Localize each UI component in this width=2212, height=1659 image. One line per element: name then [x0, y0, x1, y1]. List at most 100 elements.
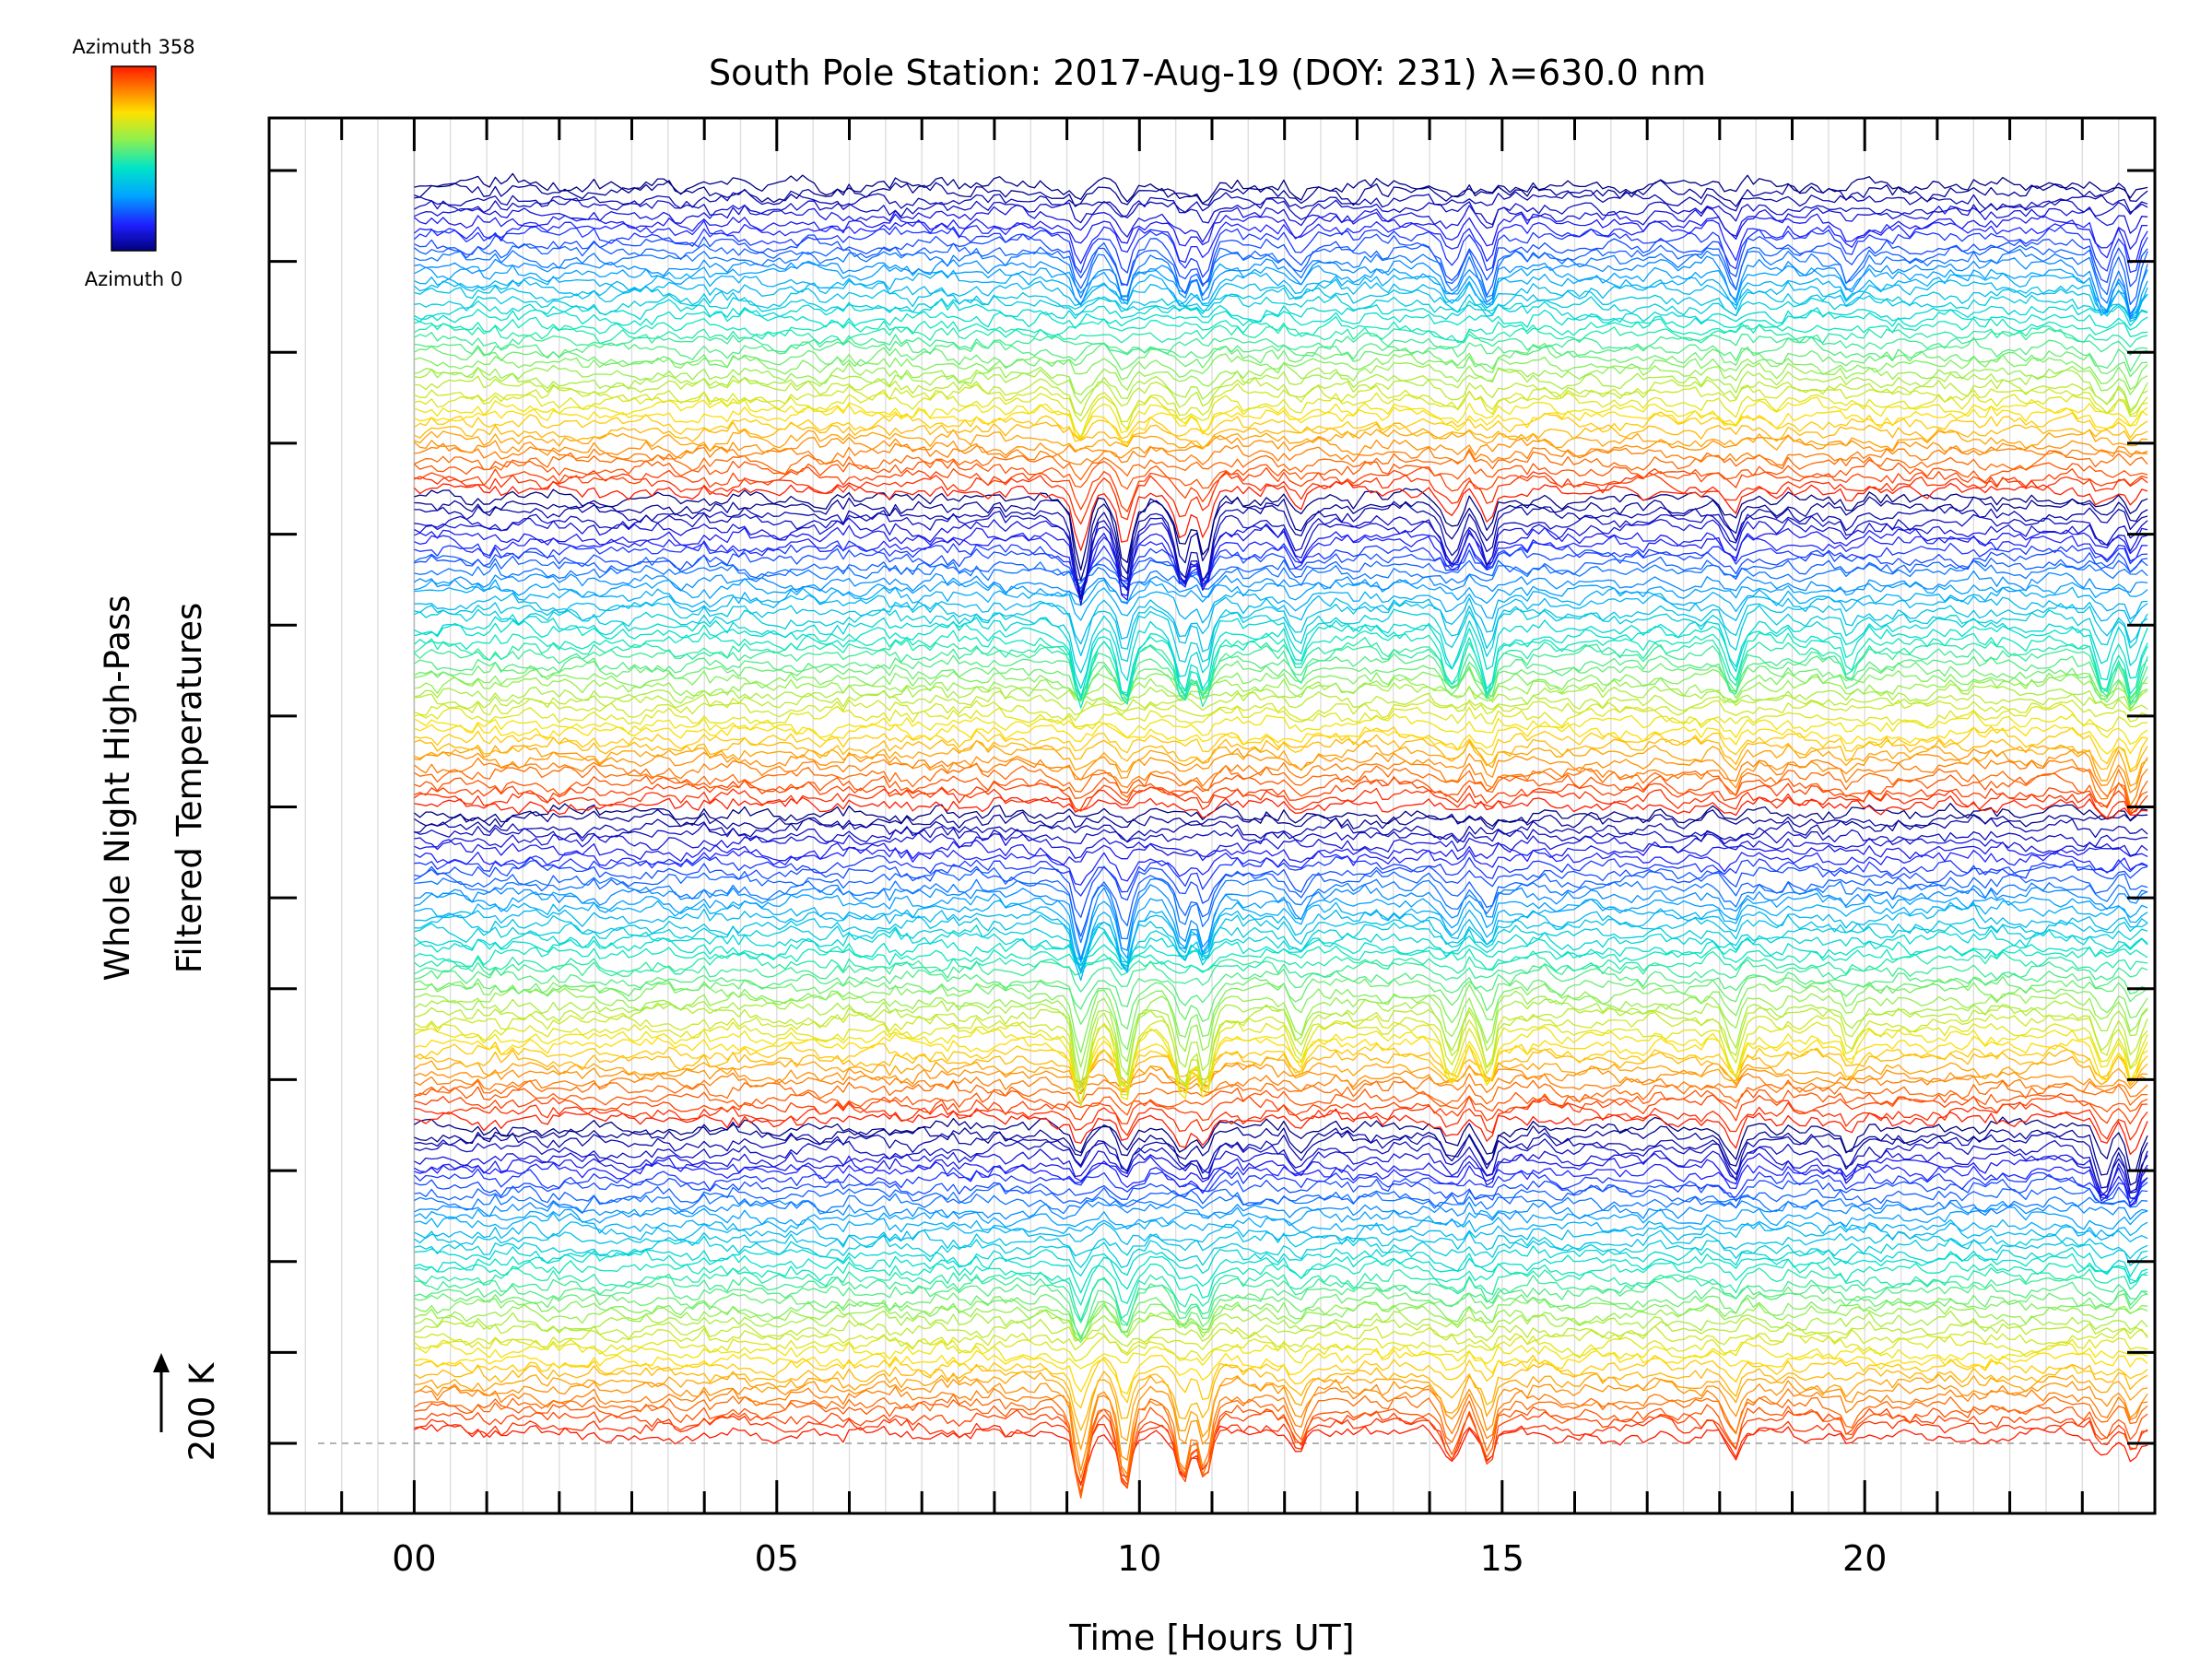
reference-scale-label: 200 K [182, 1361, 222, 1461]
series-line [414, 1317, 2148, 1347]
series-line [414, 299, 2148, 326]
series-line [414, 269, 2148, 323]
series-line [414, 1121, 2148, 1186]
series-line [414, 241, 2148, 305]
series-line [413, 459, 2148, 490]
series-line [414, 1182, 2148, 1209]
series-line [414, 1055, 2148, 1088]
series-line [414, 1286, 2148, 1338]
series-line [413, 226, 2148, 278]
series-line [414, 1233, 2148, 1268]
series-line [414, 711, 2148, 746]
series-line [414, 831, 2148, 859]
series-line [414, 975, 2148, 1030]
series-line [414, 1199, 2148, 1221]
x-tick-labels: 00 05 10 15 20 [392, 1538, 1887, 1579]
series-lines [413, 172, 2148, 1499]
series-line [414, 1424, 2148, 1485]
series-line [414, 914, 2148, 971]
series-line [413, 629, 2148, 709]
series-line [414, 601, 2148, 657]
series-line [413, 277, 2148, 318]
series-line [414, 577, 2148, 606]
series-line [414, 901, 2148, 982]
series-line [413, 1265, 2148, 1322]
y-axis-label: Whole Night High-Pass Filtered Temperatu… [98, 595, 209, 982]
series-line [414, 1273, 2148, 1325]
series-line [414, 1071, 2148, 1098]
series-line [414, 1041, 2148, 1093]
series-line [414, 986, 2148, 1068]
series-line [414, 1152, 2148, 1206]
series-line [413, 924, 2148, 964]
series-line [414, 1079, 2148, 1107]
series-line [413, 434, 2148, 459]
series-line [414, 1407, 2148, 1494]
series-line [414, 877, 2148, 944]
series-line [414, 488, 2148, 571]
series-line [413, 643, 2148, 700]
series-line [414, 772, 2148, 814]
series-line [414, 500, 2148, 600]
series-line [414, 559, 2148, 590]
series-line [414, 450, 2148, 481]
series-line [414, 867, 2148, 937]
series-line [414, 532, 2148, 601]
series-line [414, 1116, 2148, 1171]
series-line [414, 1296, 2148, 1343]
series-line [414, 1362, 2148, 1431]
series-line [414, 1099, 2148, 1141]
series-line [414, 1394, 2148, 1497]
series-line [414, 698, 2148, 724]
series-line [414, 306, 2148, 331]
series-line [414, 1280, 2148, 1341]
series-line [414, 1160, 2148, 1207]
series-line [414, 1325, 2148, 1356]
series-line [414, 614, 2148, 689]
reference-scale: 200 K [153, 1353, 222, 1461]
series-line [414, 1383, 2148, 1479]
series-line [414, 1249, 2148, 1294]
series-line [414, 233, 2148, 288]
series-line [414, 674, 2148, 702]
series-line [414, 978, 2148, 1053]
series-line [414, 854, 2148, 897]
series-line [414, 442, 2148, 466]
series-line [414, 496, 2148, 582]
series-line [414, 725, 2148, 771]
series-line [414, 777, 2148, 814]
y-axis-label-line-2: Filtered Temperatures [170, 603, 209, 973]
series-line [414, 366, 2148, 411]
series-line [414, 619, 2148, 700]
series-line [414, 1300, 2148, 1338]
series-line [414, 179, 2148, 207]
grid [304, 118, 2120, 1513]
series-line [414, 964, 2148, 1010]
series-line [414, 859, 2148, 918]
series-line [413, 1332, 2148, 1362]
series-line [414, 1310, 2148, 1343]
series-line [414, 188, 2148, 218]
series-line [414, 335, 2148, 372]
series-line [414, 327, 2148, 356]
colorbar: Azimuth 358 Azimuth 0 [72, 36, 194, 290]
reference-arrow-head [153, 1353, 170, 1372]
series-line [414, 846, 2148, 886]
series-line [414, 762, 2148, 810]
series-line [414, 657, 2148, 710]
series-line [414, 898, 2148, 973]
x-tick-label: 05 [755, 1538, 799, 1579]
series-line [414, 361, 2148, 396]
series-line [414, 1398, 2148, 1499]
series-line [413, 1167, 2148, 1200]
series-line [414, 703, 2148, 733]
series-line [414, 795, 2148, 819]
series-line [414, 747, 2148, 794]
series-line [413, 208, 2148, 250]
series-line [414, 739, 2148, 787]
series-line [414, 653, 2148, 703]
series-line [414, 255, 2148, 315]
series-line [414, 637, 2148, 708]
series-line [414, 1204, 2148, 1230]
series-line [414, 404, 2148, 447]
